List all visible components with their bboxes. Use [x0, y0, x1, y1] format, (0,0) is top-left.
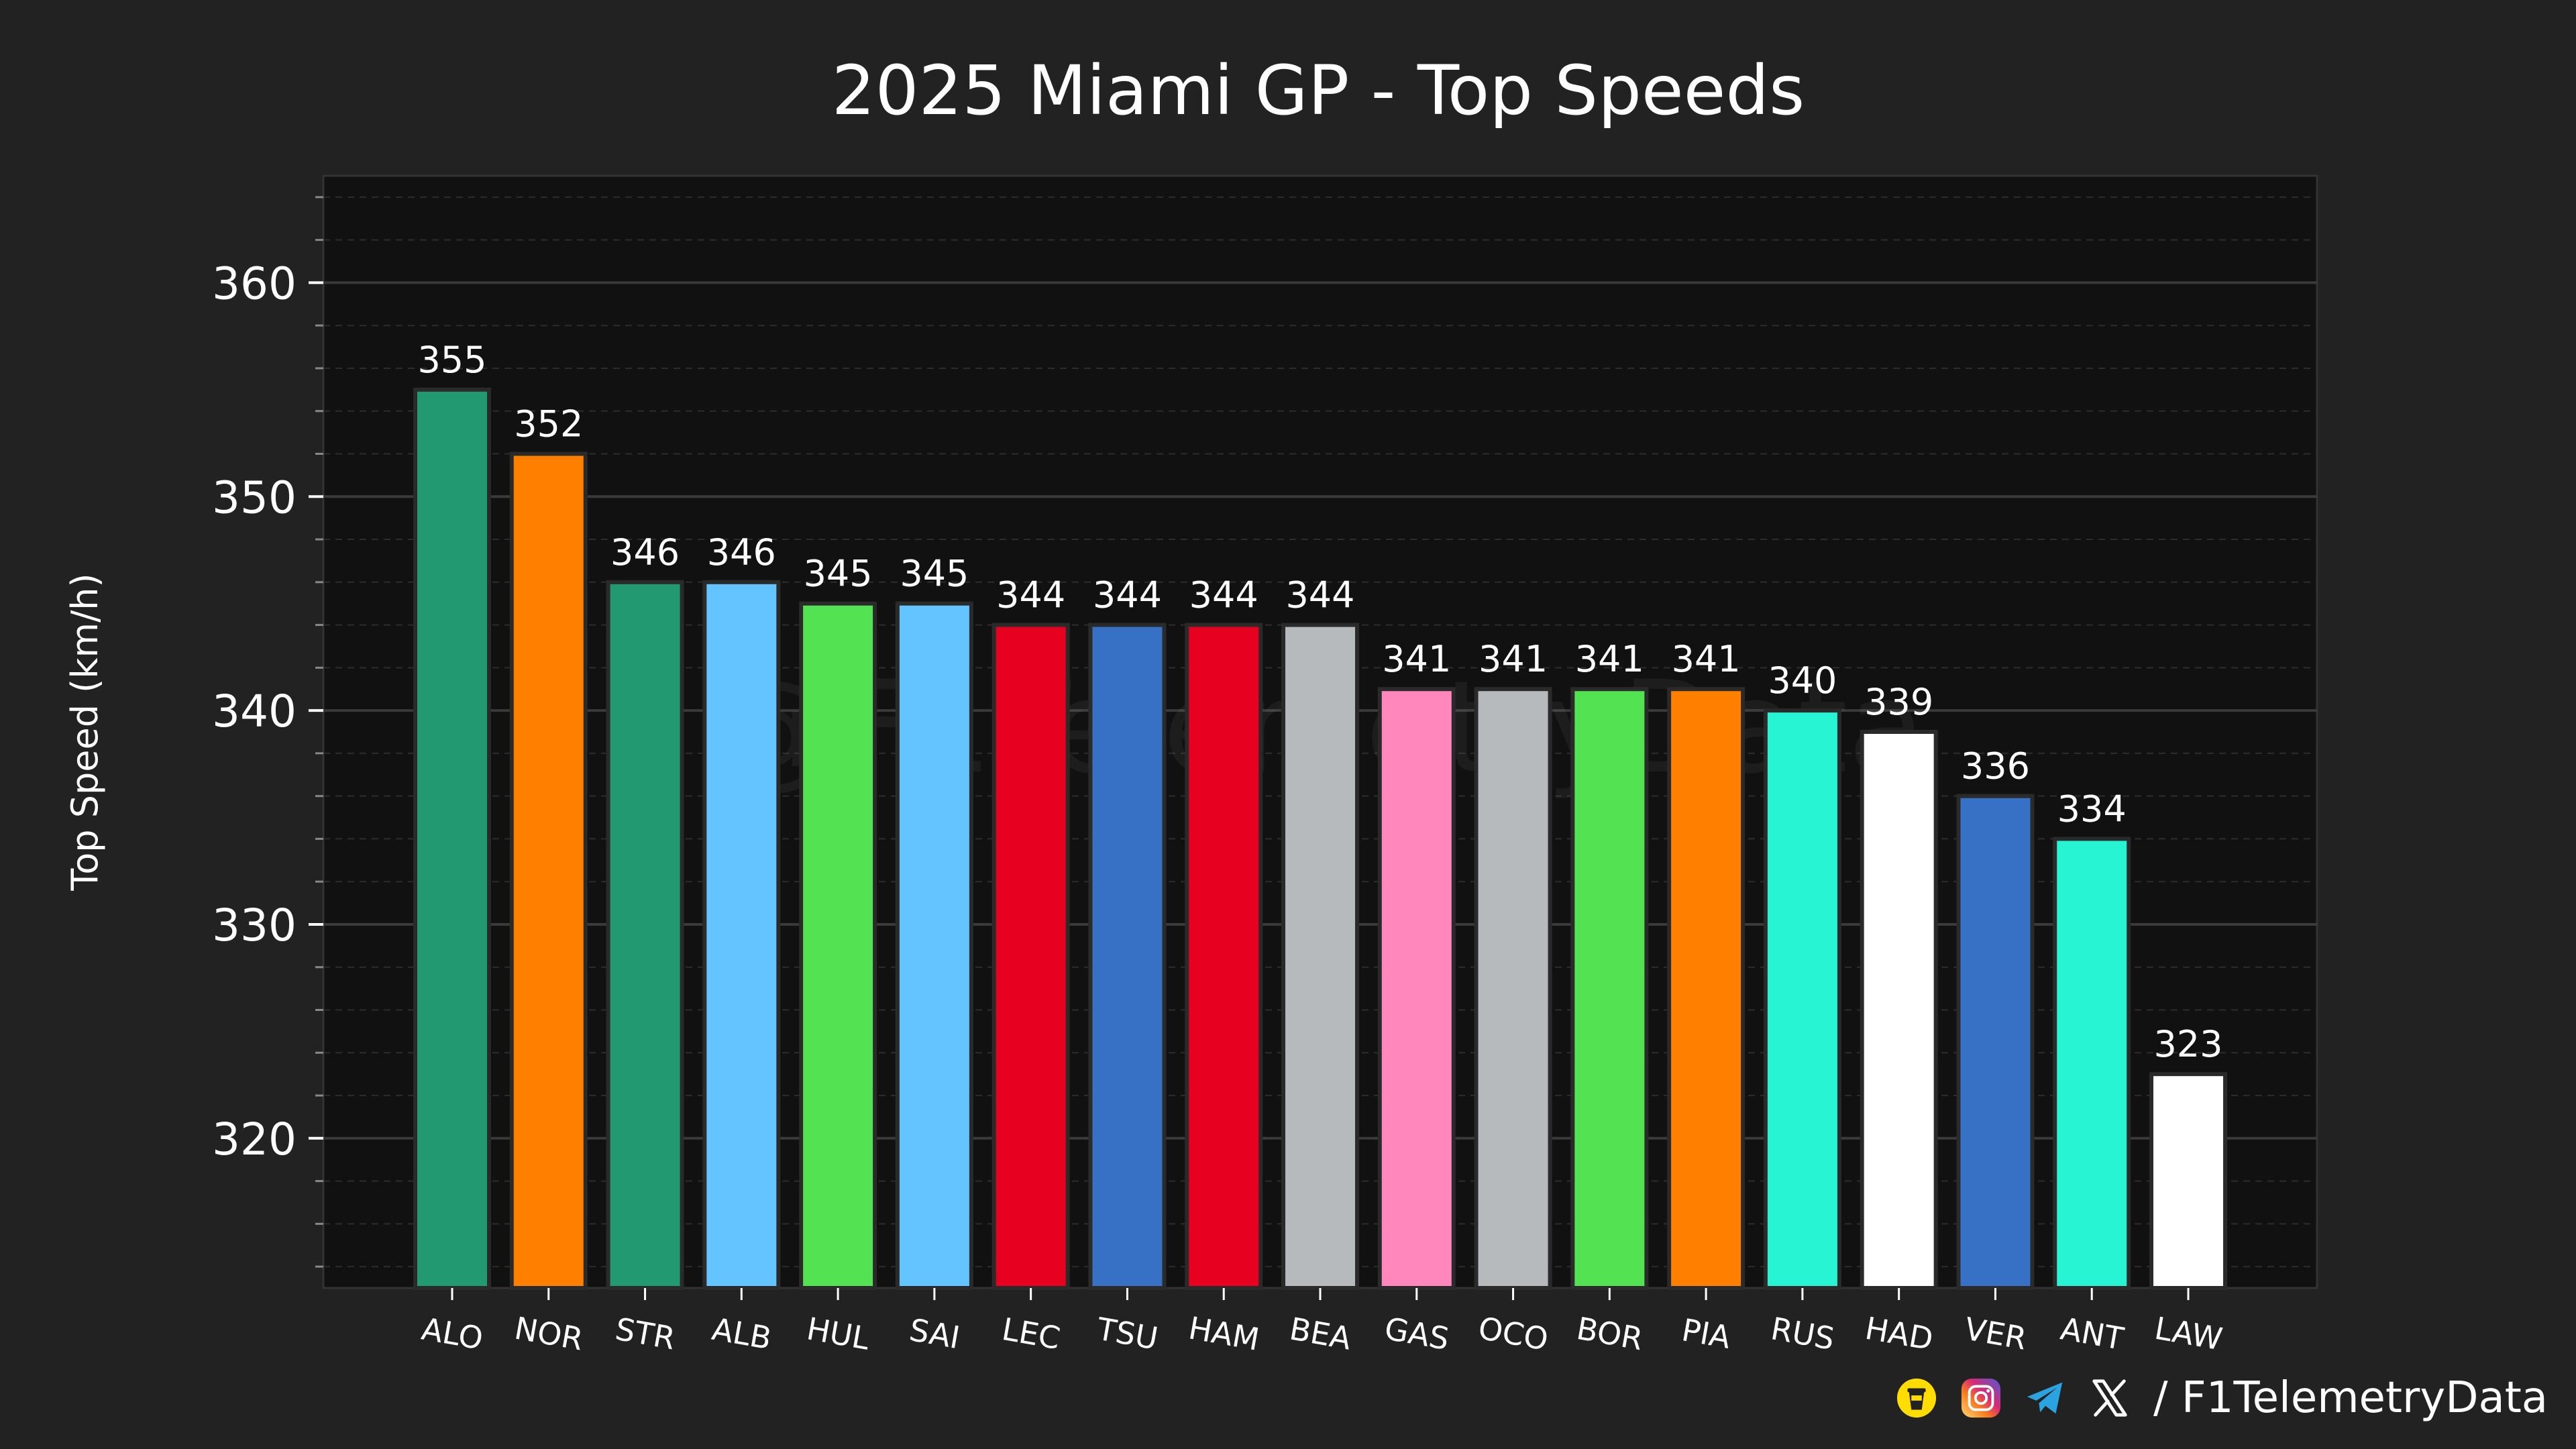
data-label-bea: 344 [1285, 574, 1354, 616]
data-label-tsu: 344 [1093, 574, 1162, 616]
bar-alo [413, 387, 491, 1290]
bar-ham [1185, 623, 1263, 1290]
bar-ver [1956, 794, 2035, 1290]
bar-oco [1474, 687, 1552, 1290]
bar-ant [2053, 837, 2131, 1290]
x-icon[interactable] [2089, 1377, 2131, 1419]
bar-bor [1570, 687, 1649, 1290]
x-tick-label: VER [1962, 1310, 2029, 1356]
data-label-ver: 336 [1961, 745, 2030, 788]
x-tick-label: HAD [1862, 1310, 1935, 1358]
x-tick-label: ALO [419, 1310, 486, 1356]
x-tick-label: ANT [2058, 1310, 2127, 1357]
bar-alb [702, 580, 781, 1290]
x-tick-label: BOR [1574, 1310, 1646, 1357]
bar-hul [799, 601, 877, 1290]
data-label-oco: 341 [1479, 638, 1548, 680]
data-label-law: 323 [2153, 1023, 2222, 1065]
bar-pia [1667, 687, 1746, 1290]
y-tick-label: 350 [212, 472, 297, 523]
bar-lec [991, 623, 1070, 1290]
x-tick-label: STR [612, 1311, 678, 1357]
data-label-nor: 352 [514, 403, 583, 445]
data-label-str: 346 [610, 531, 680, 574]
x-tick-label: ALB [709, 1311, 774, 1357]
bar-rus [1763, 708, 1841, 1290]
x-tick-label: OCO [1476, 1309, 1551, 1357]
x-tick-label: NOR [512, 1310, 586, 1358]
data-labels: 355 352 346 346 345 345 344 344 344 344 341 341 341 3… [417, 339, 2222, 1065]
bar-had [1860, 730, 1938, 1290]
bar-gas [1377, 687, 1456, 1290]
bar-str [606, 580, 684, 1290]
bar-tsu [1088, 623, 1167, 1290]
y-axis: 320 330 340 350 360 [212, 196, 323, 1268]
footer-handle[interactable]: / F1TelemetryData [2153, 1373, 2548, 1423]
bar-law [2149, 1072, 2227, 1290]
y-tick-label: 340 [212, 686, 297, 737]
telegram-icon[interactable] [2025, 1377, 2066, 1419]
x-tick-label: PIA [1679, 1311, 1734, 1356]
y-axis-label: Top Speed (km/h) [64, 573, 106, 891]
data-label-bor: 341 [1575, 638, 1644, 680]
x-tick-label: HAM [1186, 1309, 1263, 1358]
chart-title: 2025 Miami GP - Top Speeds [832, 51, 1805, 131]
y-tick-label: 360 [212, 258, 297, 309]
buymeacoffee-icon[interactable] [1896, 1377, 1937, 1419]
data-label-pia: 341 [1672, 638, 1741, 680]
data-label-had: 339 [1864, 681, 1933, 723]
bars [413, 387, 2227, 1290]
x-tick-label: TSU [1093, 1310, 1161, 1356]
x-axis: ALO NOR STR ALB HUL SAI LEC TSU HAM BEA GAS OCO BOR P… [419, 1288, 2225, 1358]
data-label-rus: 340 [1768, 659, 1837, 702]
x-tick-label: BEA [1287, 1310, 1354, 1356]
data-label-alo: 355 [417, 339, 486, 381]
bar-bea [1281, 623, 1359, 1290]
instagram-icon[interactable] [1960, 1377, 2002, 1419]
x-tick-label: RUS [1768, 1310, 1837, 1357]
data-label-ham: 344 [1189, 574, 1258, 616]
x-tick-label: LAW [2152, 1310, 2225, 1358]
x-tick-label: GAS [1382, 1310, 1452, 1357]
data-label-hul: 345 [804, 553, 873, 595]
data-label-sai: 345 [900, 553, 969, 595]
data-label-gas: 341 [1382, 638, 1451, 680]
bar-sai [895, 601, 973, 1290]
footer: / F1TelemetryData [1896, 1364, 2548, 1432]
data-label-lec: 344 [996, 574, 1065, 616]
x-tick-label: HUL [804, 1310, 873, 1357]
x-tick-label: LEC [1000, 1311, 1063, 1356]
bar-nor [509, 451, 588, 1290]
y-tick-label: 320 [212, 1114, 297, 1165]
data-label-ant: 334 [2057, 788, 2127, 830]
x-tick-label: SAI [907, 1311, 963, 1356]
y-tick-label: 330 [212, 900, 297, 951]
data-label-alb: 346 [707, 531, 776, 574]
